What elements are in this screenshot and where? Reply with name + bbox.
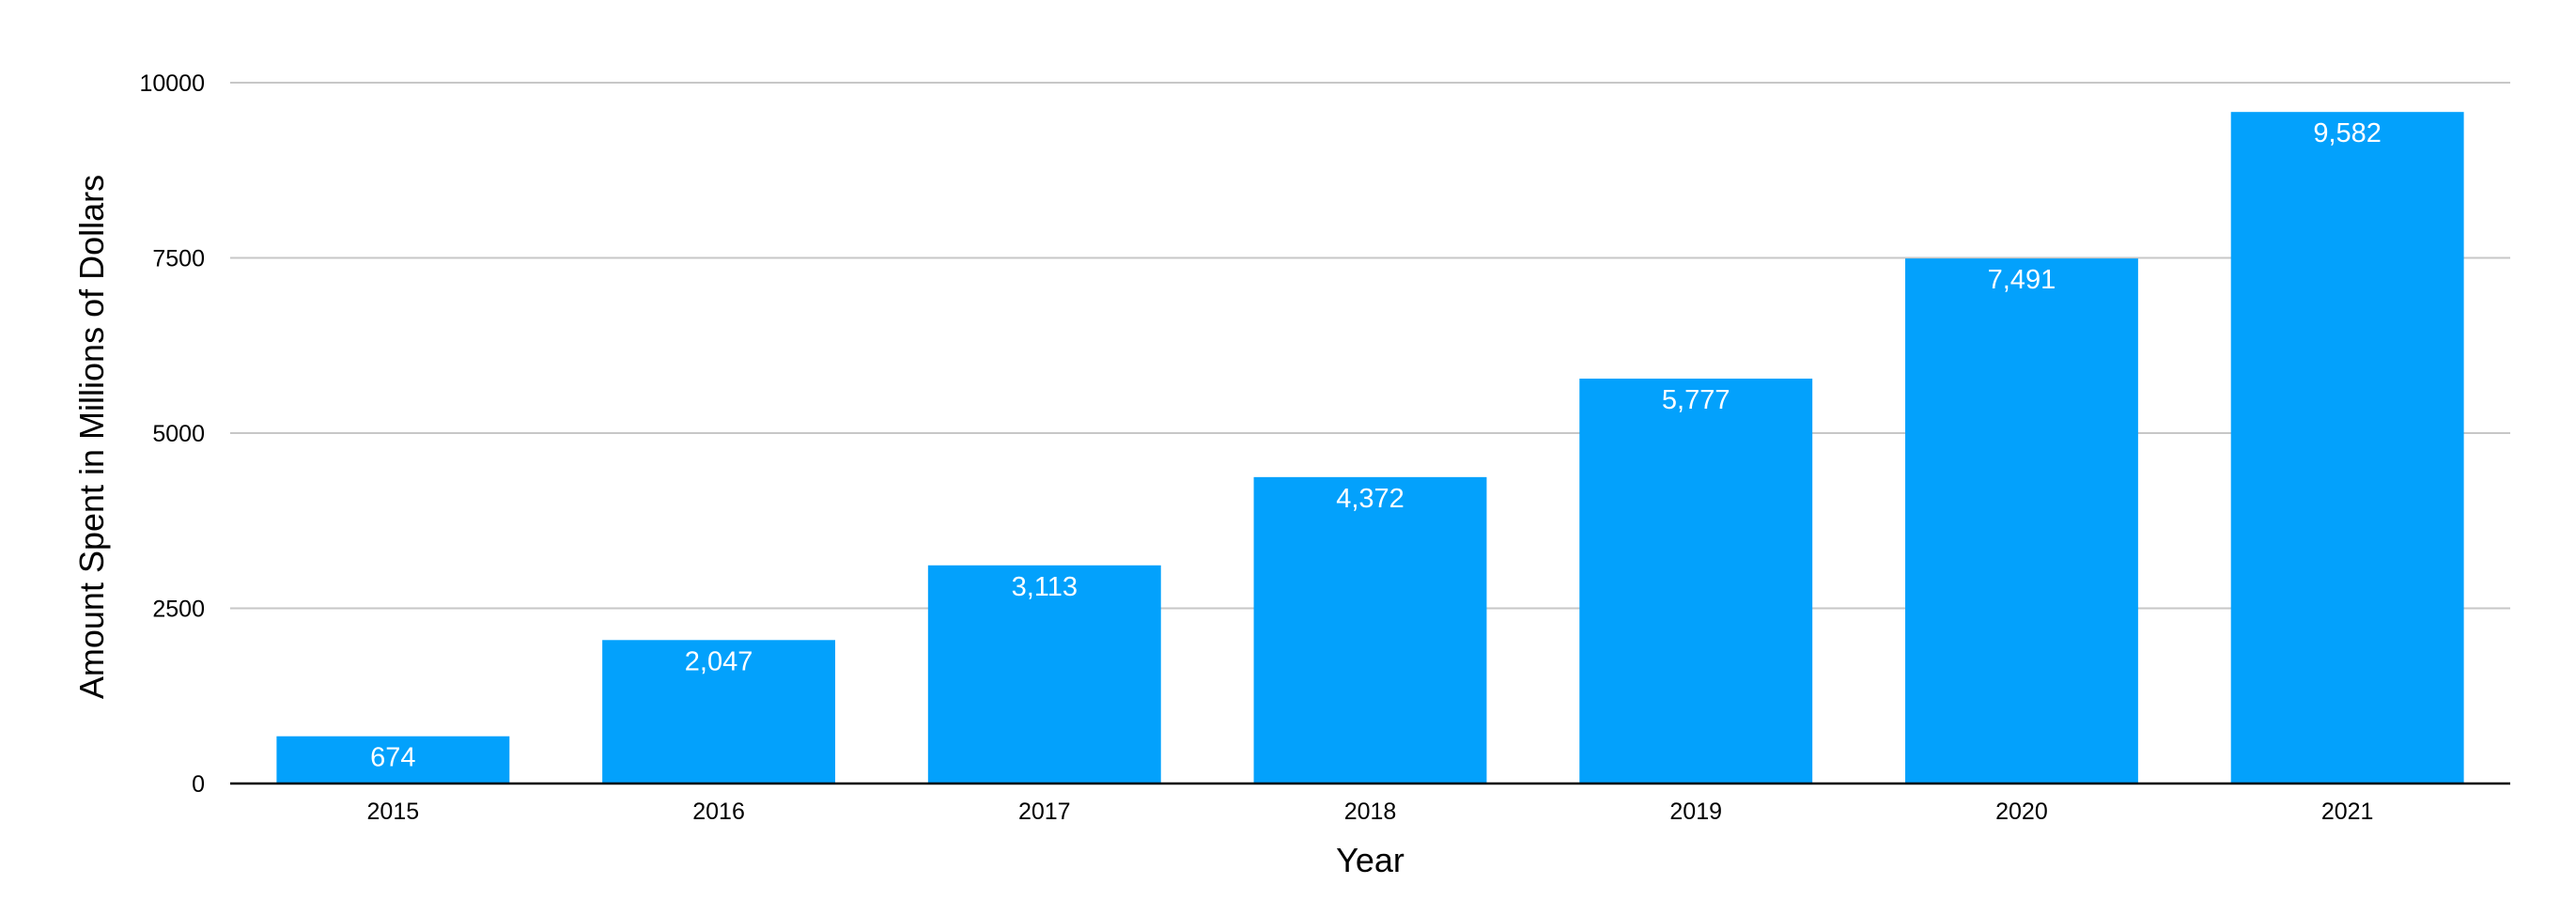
x-tick-label: 2017 [1018,799,1071,825]
x-tick-label: 2016 [692,799,745,825]
bar [2230,112,2464,784]
bar [927,565,1161,784]
y-tick-label: 5000 [152,421,205,447]
y-tick-label: 7500 [152,246,205,272]
bar [1904,258,2138,784]
x-tick-label: 2018 [1344,799,1397,825]
x-tick-label: 2021 [2321,799,2374,825]
bar-value-label: 9,582 [2313,118,2382,148]
bars [276,112,2464,784]
bar-value-label: 3,113 [1012,572,1078,602]
bar-value-label: 674 [370,743,415,773]
bar [1579,379,1813,784]
bar [1253,476,1487,784]
bar-value-label: 7,491 [1988,265,2056,295]
x-tick-label: 2015 [367,799,420,825]
bar-value-label: 5,777 [1662,385,1730,415]
y-tick-label: 2500 [152,597,205,623]
y-tick-label: 0 [192,771,205,798]
x-tick-label: 2019 [1669,799,1722,825]
data-labels: 674 2,047 3,113 4,372 5,777 7,491 9,582 [370,118,2382,773]
bar-value-label: 4,372 [1336,484,1404,514]
y-tick-label: 10000 [139,70,205,97]
bar-value-label: 2,047 [685,646,753,676]
bar [602,640,836,784]
x-axis-title: Year [1336,841,1404,879]
bar [276,736,510,784]
x-tick-label: 2020 [1995,799,2048,825]
y-tick-labels: 0 2500 5000 7500 10000 [139,70,205,798]
x-tick-labels: 2015 2016 2017 2018 2019 2020 2021 [367,799,2374,825]
y-axis-title: Amount Spent in Millions of Dollars [72,175,111,699]
